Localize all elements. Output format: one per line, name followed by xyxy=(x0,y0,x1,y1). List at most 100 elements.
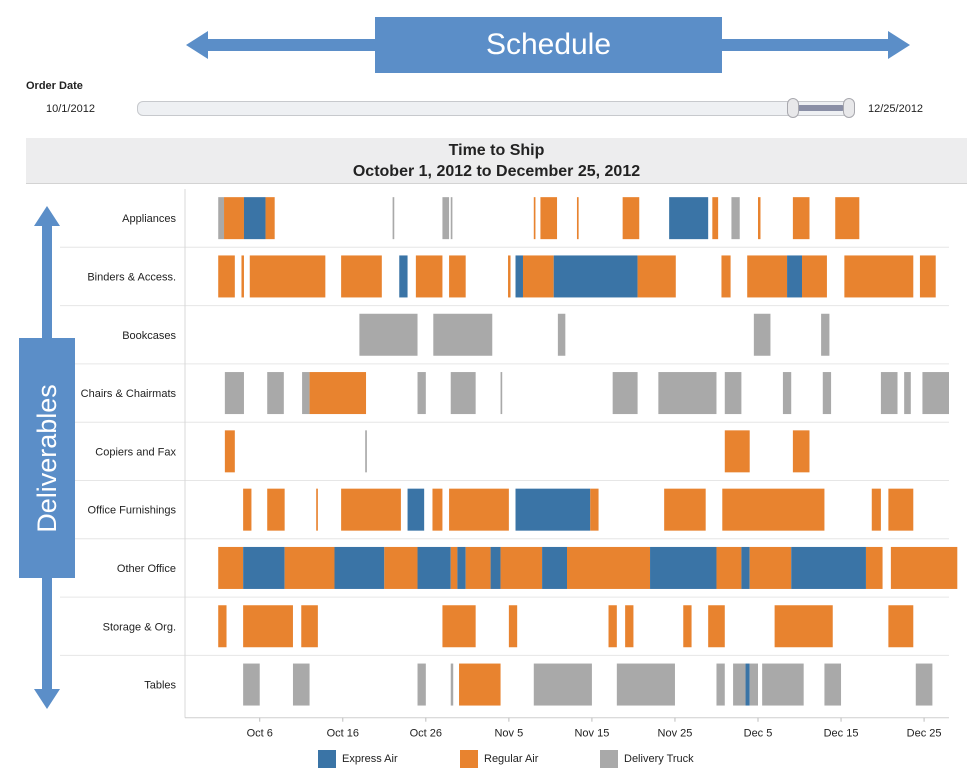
gantt-bar-regular xyxy=(844,255,914,298)
schedule-banner-label: Schedule xyxy=(485,28,612,61)
gantt-bar-truck xyxy=(824,663,842,706)
gantt-bar-express xyxy=(741,546,750,589)
x-tick-label: Dec 5 xyxy=(744,728,773,740)
gantt-bar-truck xyxy=(616,663,675,706)
gantt-bar-regular xyxy=(384,546,418,589)
gantt-bar-regular xyxy=(540,197,558,240)
legend-label-regular: Regular Air xyxy=(484,753,539,765)
schedule-banner: Schedule xyxy=(375,17,722,73)
gantt-bar-regular xyxy=(341,488,401,531)
gantt-bar-regular xyxy=(465,546,491,589)
gantt-bar-regular xyxy=(792,430,810,473)
gantt-bar-regular xyxy=(267,488,285,531)
chart-subtitle: October 1, 2012 to December 25, 2012 xyxy=(352,163,641,180)
chart-title: Time to Ship xyxy=(448,142,545,159)
gantt-bar-regular xyxy=(576,197,579,240)
gantt-bar-regular xyxy=(449,488,509,531)
gantt-bar-regular xyxy=(249,255,326,298)
gantt-bar-truck xyxy=(749,663,758,706)
gantt-bar-express xyxy=(417,546,451,589)
gantt-bar-express xyxy=(243,197,266,240)
order-date-slider-range[interactable] xyxy=(796,105,845,111)
gantt-bar-regular xyxy=(608,605,617,648)
gantt-bar-regular xyxy=(721,255,731,298)
gantt-bar-truck xyxy=(753,313,771,356)
gantt-bar-regular xyxy=(218,546,244,589)
gantt-bar-regular xyxy=(712,197,719,240)
gantt-bar-express xyxy=(542,546,567,589)
gantt-bar-regular xyxy=(265,197,275,240)
gantt-bar-truck xyxy=(557,313,566,356)
gantt-bar-regular xyxy=(508,605,518,648)
gantt-bar-regular xyxy=(625,605,634,648)
gantt-bar-truck xyxy=(658,372,717,415)
gantt-bar-truck xyxy=(267,372,284,415)
gantt-bar-express xyxy=(457,546,466,589)
gantt-bar-regular xyxy=(301,605,318,648)
gantt-bar-regular xyxy=(533,197,536,240)
chart-header: Time to Ship October 1, 2012 to December… xyxy=(26,138,967,184)
gantt-bar-regular xyxy=(442,605,476,648)
gantt-bar-express xyxy=(787,255,803,298)
gantt-bar-truck xyxy=(533,663,592,706)
gantt-bar-regular xyxy=(724,430,750,473)
gantt-bar-truck xyxy=(302,372,310,415)
x-tick-label: Oct 6 xyxy=(247,728,273,740)
gantt-bar-regular xyxy=(218,255,235,298)
order-date-slider-start-handle[interactable] xyxy=(787,98,800,118)
gantt-bar-regular xyxy=(747,255,788,298)
gantt-bar-regular xyxy=(888,605,914,648)
gantt-bar-regular xyxy=(522,255,554,298)
legend-swatch-truck xyxy=(600,750,618,768)
gantt-bar-regular xyxy=(508,255,511,298)
x-tick-label: Dec 15 xyxy=(824,728,859,740)
gantt-bar-express xyxy=(399,255,408,298)
gantt-bar-regular xyxy=(224,430,235,473)
gantt-bar-regular xyxy=(758,197,761,240)
legend-swatch-express xyxy=(318,750,336,768)
gantt-bar-regular xyxy=(218,605,227,648)
row-label: Storage & Org. xyxy=(103,621,176,633)
gantt-bar-regular xyxy=(590,488,599,531)
gantt-bar-regular xyxy=(341,255,382,298)
gantt-bar-express xyxy=(243,546,285,589)
row-label: Chairs & Chairmats xyxy=(81,388,177,400)
gantt-bar-regular xyxy=(224,197,244,240)
gantt-bar-regular xyxy=(792,197,810,240)
gantt-bar-truck xyxy=(450,663,454,706)
gantt-bar-truck xyxy=(500,372,503,415)
gantt-bar-truck xyxy=(731,197,740,240)
gantt-bar-truck xyxy=(724,372,742,415)
x-tick-label: Nov 15 xyxy=(574,728,609,740)
gantt-bar-express xyxy=(553,255,638,298)
order-date-end: 12/25/2012 xyxy=(868,103,924,115)
gantt-bar-truck xyxy=(417,663,426,706)
gantt-bar-regular xyxy=(284,546,335,589)
gantt-bar-express xyxy=(515,488,591,531)
gantt-bar-express xyxy=(650,546,717,589)
gantt-bar-express xyxy=(791,546,866,589)
gantt-bar-truck xyxy=(417,372,426,415)
order-date-start: 10/1/2012 xyxy=(46,103,95,115)
legend-label-truck: Delivery Truck xyxy=(624,753,694,765)
gantt-bar-regular xyxy=(500,546,543,589)
gantt-bar-express xyxy=(745,663,750,706)
gantt-bar-truck xyxy=(243,663,260,706)
gantt-bar-regular xyxy=(865,546,883,589)
gantt-bar-regular xyxy=(664,488,706,531)
gantt-bar-truck xyxy=(880,372,898,415)
gantt-bar-regular xyxy=(919,255,936,298)
gantt-bar-regular xyxy=(243,605,293,648)
gantt-bar-express xyxy=(407,488,425,531)
gantt-bar-truck xyxy=(904,372,911,415)
row-label: Tables xyxy=(144,680,176,692)
gantt-bar-regular xyxy=(567,546,651,589)
order-date-slider-end-handle[interactable] xyxy=(843,98,855,118)
gantt-bar-regular xyxy=(802,255,827,298)
gantt-bar-regular xyxy=(683,605,692,648)
gantt-bar-truck xyxy=(218,197,225,240)
schedule-right-arrow-icon xyxy=(888,31,910,59)
gantt-bar-regular xyxy=(243,488,252,531)
legend: Express Air Regular Air Delivery Truck xyxy=(318,750,738,772)
gantt-bar-regular xyxy=(432,488,443,531)
